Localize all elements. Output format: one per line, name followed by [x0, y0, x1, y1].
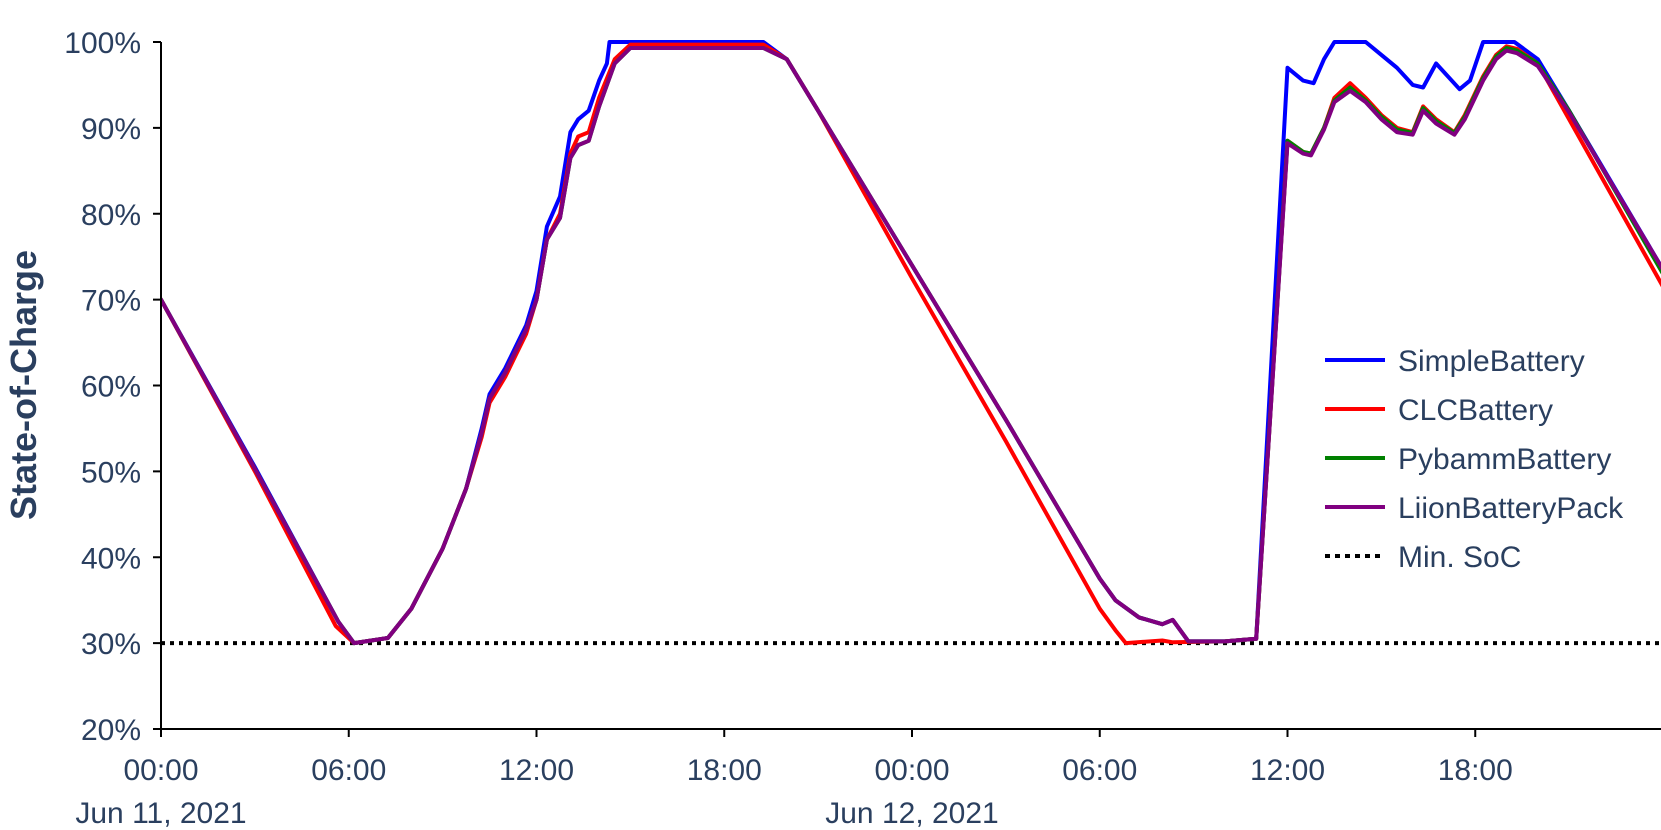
y-tick-label: 80%	[81, 199, 141, 232]
legend[interactable]: SimpleBattery CLCBattery PybammBattery Liio…	[1325, 345, 1624, 574]
y-tick-label: 70%	[81, 285, 141, 318]
y-axis-title: State-of-Charge	[3, 250, 44, 520]
x-date-label: Jun 11, 2021	[75, 797, 246, 830]
legend-label[interactable]: LiionBatteryPack	[1398, 492, 1624, 525]
legend-label[interactable]: SimpleBattery	[1398, 345, 1585, 378]
series-lines	[161, 40, 1661, 646]
y-tick-label: 90%	[81, 113, 141, 146]
x-date-label: Jun 12, 2021	[825, 797, 998, 830]
series-line-liionbatterypack[interactable]	[161, 46, 1661, 646]
legend-label[interactable]: CLCBattery	[1398, 394, 1553, 427]
y-tick-label: 20%	[81, 714, 141, 747]
x-tick-label: 12:00	[1250, 754, 1325, 787]
y-tick-label: 30%	[81, 628, 141, 661]
x-tick-label: 06:00	[311, 754, 386, 787]
x-tick-label: 12:00	[499, 754, 574, 787]
legend-label[interactable]: Min. SoC	[1398, 541, 1521, 574]
axes: 20% 30% 40% 50% 60% 70% 80% 90% 100% State-of-Cha…	[3, 27, 1661, 830]
y-tick-label: 100%	[64, 27, 141, 60]
y-tick-label: 50%	[81, 456, 141, 489]
legend-label[interactable]: PybammBattery	[1398, 443, 1611, 476]
x-tick-label: 06:00	[1062, 754, 1137, 787]
x-tick-label: 00:00	[874, 754, 949, 787]
y-tick-label: 60%	[81, 371, 141, 404]
x-tick-label: 18:00	[1438, 754, 1513, 787]
y-tick-label: 40%	[81, 542, 141, 575]
x-tick-label: 00:00	[123, 754, 198, 787]
x-tick-label: 18:00	[687, 754, 762, 787]
